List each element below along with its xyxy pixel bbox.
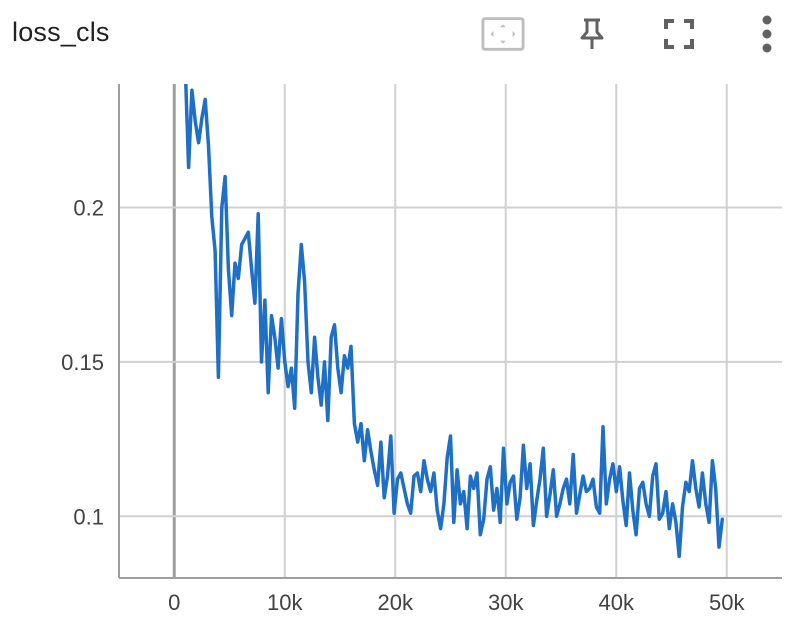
series-layer	[184, 70, 725, 559]
chart-area: 0 10k 20k 30k 40k 50k 0.1 0.15 0.2	[0, 70, 809, 639]
y-tick-label: 0.2	[73, 196, 104, 221]
more-vert-icon	[762, 15, 772, 53]
fullscreen-icon	[664, 19, 694, 49]
card-header: loss_cls	[0, 0, 809, 70]
x-tick-label: 10k	[267, 590, 303, 615]
grid-lines	[119, 84, 782, 578]
fit-domain-icon	[481, 17, 525, 51]
x-tick-label: 50k	[709, 590, 745, 615]
y-tick-label: 0.1	[73, 504, 104, 529]
tick-labels: 0 10k 20k 30k 40k 50k 0.1 0.15 0.2	[61, 196, 745, 616]
x-tick-label: 20k	[378, 590, 414, 615]
line-chart[interactable]: 0 10k 20k 30k 40k 50k 0.1 0.15 0.2	[0, 70, 809, 639]
y-tick-label: 0.15	[61, 350, 104, 375]
pin-button[interactable]	[570, 12, 614, 56]
x-tick-label: 0	[168, 590, 180, 615]
pin-icon	[580, 18, 604, 49]
fit-domain-button[interactable]	[481, 12, 525, 56]
fullscreen-button[interactable]	[657, 12, 701, 56]
series-line-loss_cls[interactable]	[184, 70, 725, 559]
x-tick-label: 40k	[599, 590, 635, 615]
x-tick-label: 30k	[488, 590, 524, 615]
axes	[118, 84, 782, 579]
more-options-button[interactable]	[745, 12, 789, 56]
chart-title: loss_cls	[12, 17, 110, 47]
